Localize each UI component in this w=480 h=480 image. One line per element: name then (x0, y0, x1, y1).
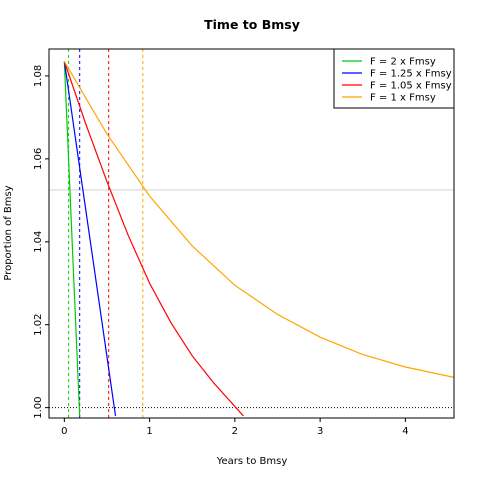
x-axis-label: Years to Bmsy (216, 456, 288, 467)
y-axis-label: Proportion of Bmsy (3, 185, 14, 280)
legend-box (333, 48, 455, 109)
series-line-3 (63, 61, 244, 417)
axis-ticks: 0 1 2 3 4 1.00 1.02 1.04 1.06 1.08 (33, 65, 409, 437)
series-line-2 (63, 61, 117, 417)
y-tick-label-1: 1.02 (33, 314, 44, 336)
series-line-1 (63, 61, 81, 416)
plot-frame (48, 48, 455, 419)
plot-content (49, 49, 454, 418)
legend-label-1: F = 2 x Fmsy (370, 57, 436, 68)
y-tick-label-4: 1.08 (33, 65, 44, 87)
legend-label-4: F = 1 x Fmsy (370, 93, 436, 104)
legend-label-3: F = 1.05 x Fmsy (370, 81, 452, 92)
x-tick-label-1: 1 (146, 426, 152, 437)
y-tick-label-3: 1.06 (33, 148, 44, 170)
series-line-4 (63, 61, 454, 378)
y-tick-label-0: 1.00 (33, 397, 44, 419)
x-tick-label-0: 0 (61, 426, 67, 437)
x-tick-label-2: 2 (232, 426, 238, 437)
x-tick-label-3: 3 (317, 426, 323, 437)
legend-label-2: F = 1.25 x Fmsy (370, 69, 452, 80)
chart-title: Time to Bmsy (204, 17, 300, 32)
x-tick-label-4: 4 (402, 426, 408, 437)
y-tick-label-2: 1.04 (33, 231, 44, 253)
